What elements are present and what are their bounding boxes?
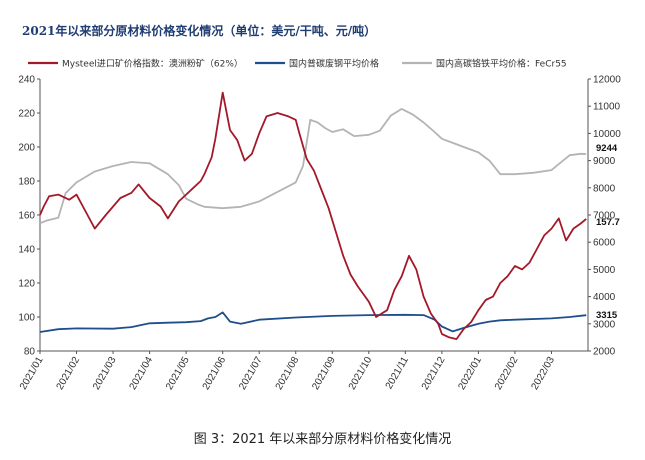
right-tick-label: 11000 [593,102,621,113]
right-tick-label: 8000 [593,183,616,194]
end-label-iron_ore: 157.7 [596,217,620,228]
figure-caption: 图 3：2021 年以来部分原材料价格变化情况 [193,432,452,447]
x-tick-label: 2021/11 [384,355,411,392]
left-tick-label: 200 [18,143,35,154]
series-line-2 [39,108,587,225]
right-tick-label: 9000 [593,156,616,167]
left-tick-label: 160 [18,211,35,222]
left-tick-label: 240 [18,75,35,86]
x-tick-label: 2022/03 [529,355,557,392]
legend-label: 国内高碳铬铁平均价格：FeCr55 [436,58,567,70]
left-tick-label: 220 [18,109,35,120]
left-tick-label: 100 [18,313,35,324]
right-tick-label: 7000 [593,211,616,222]
left-tick-label: 80 [24,347,36,358]
end-label-steel_scrap: 3315 [596,310,618,321]
x-tick-label: 2022/02 [493,355,521,392]
left-tick-label: 180 [18,177,35,188]
right-tick-label: 4000 [593,292,616,303]
right-tick-label: 3000 [593,319,616,330]
right-tick-label: 10000 [593,129,621,140]
right-tick-label: 12000 [593,75,621,86]
chart-lines [39,91,587,341]
x-tick-label: 2021/12 [420,355,448,392]
x-tick-label: 2021/10 [347,355,375,392]
x-tick-label: 2021/07 [237,355,265,392]
right-tick-label: 6000 [593,238,616,249]
x-tick-label: 2021/01 [18,355,46,392]
end-label-ferrochrome: 9244 [596,143,618,154]
x-tick-label: 2021/09 [310,355,338,392]
end-value-labels: 9244 157.7 3315 [596,143,620,321]
right-tick-label: 5000 [593,265,616,276]
x-tick-label: 2021/06 [201,355,229,392]
series-line-0 [39,91,587,341]
legend-label: Mysteel进口矿价格指数：澳洲粉矿（62%） [62,58,243,70]
x-tick-label: 2022/01 [456,355,484,392]
chart-title: 2021年以来部分原材料价格变化情况（单位：美元/干吨、元/吨） [22,24,377,38]
left-tick-label: 140 [18,245,35,256]
left-tick-label: 120 [18,279,35,290]
series-line-1 [39,311,587,333]
x-tick-label: 2021/05 [164,355,192,392]
x-tick-label: 2021/08 [274,355,302,392]
x-tick-label: 2021/03 [91,355,119,392]
x-tick-label: 2021/04 [128,355,156,392]
legend-label: 国内普碳废钢平均价格 [289,58,379,70]
x-tick-label: 2021/02 [55,355,83,392]
chart-legend: Mysteel进口矿价格指数：澳洲粉矿（62%） 国内普碳废钢平均价格 国内高碳铬铁… [28,58,567,70]
chart-axes: 80 100 120 140 160 180 200 220 240 2000 3000 4000 50… [18,75,621,392]
right-tick-label: 2000 [593,347,616,358]
